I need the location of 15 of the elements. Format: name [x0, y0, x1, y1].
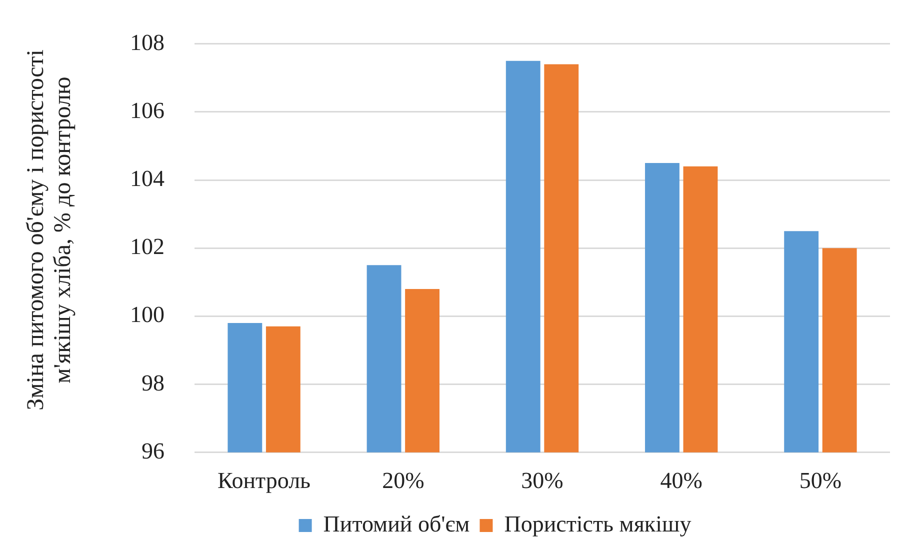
legend-label: Питомий об'єм [323, 512, 470, 537]
x-tick-label: Контроль [218, 468, 311, 494]
x-tick-label: 50% [799, 468, 842, 494]
y-tick-label: 100 [130, 302, 164, 328]
x-tick-label: 20% [382, 468, 424, 494]
y-axis-title: Зміна питомого об'єму і пористості м'якішу хліба, % до контролю [23, 48, 77, 412]
y-tick-label: 104 [130, 166, 165, 192]
x-tick-label: 30% [521, 468, 564, 494]
y-tick-label: 108 [130, 30, 164, 55]
y-tick-label: 106 [130, 98, 164, 123]
y-tick-label: 98 [142, 370, 164, 396]
legend-label: Пористість мякішу [504, 512, 692, 537]
x-tick-label: 40% [660, 468, 702, 494]
y-tick-label: 96 [142, 438, 164, 464]
y-tick-label: 102 [130, 234, 164, 260]
